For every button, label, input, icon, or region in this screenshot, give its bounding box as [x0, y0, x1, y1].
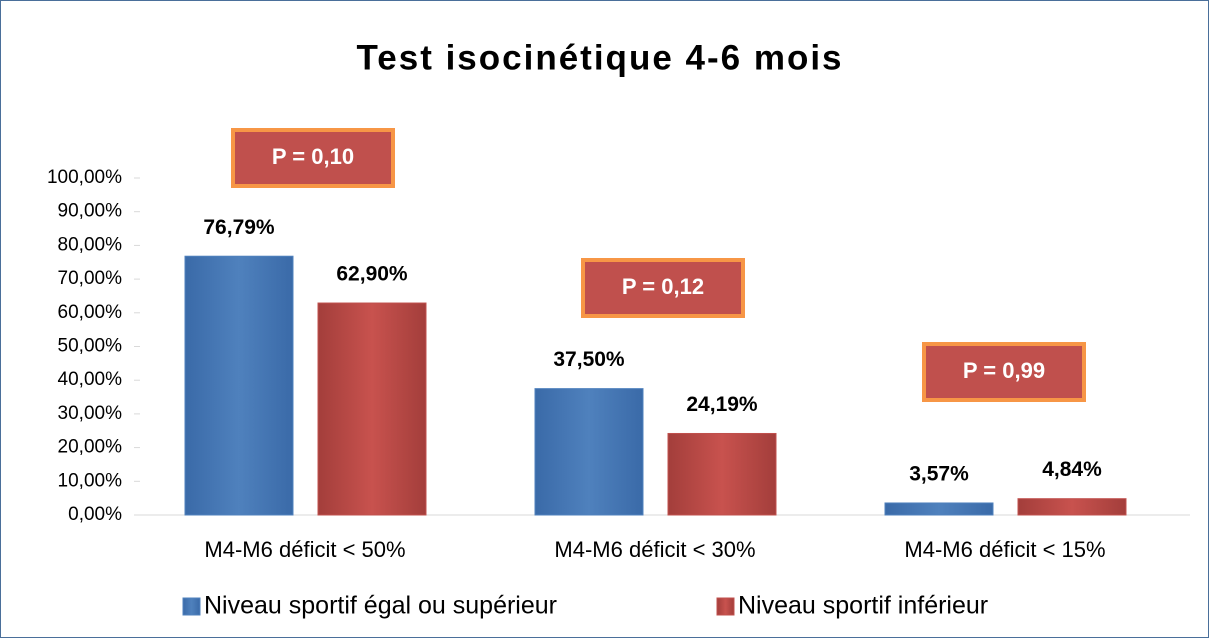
annotation-box: [922, 342, 1086, 402]
y-tick-label: 10,00%: [58, 470, 123, 491]
y-tick-label: 100,00%: [47, 167, 122, 188]
legend-swatch: [716, 597, 735, 616]
x-tick-label: M4-M6 déficit < 50%: [204, 537, 405, 562]
y-tick-label: 90,00%: [58, 201, 123, 222]
bar: [317, 302, 427, 516]
chart-title: Test isocinétique 4-6 mois: [356, 38, 843, 77]
annotation: P = 0,99: [963, 358, 1045, 383]
legend-label: Niveau sportif égal ou supérieur: [204, 592, 557, 620]
y-tick-label: 70,00%: [58, 268, 123, 289]
y-tick-label: 60,00%: [58, 302, 123, 323]
value-label: 37,50%: [553, 348, 625, 371]
legend-label: Niveau sportif inférieur: [738, 592, 988, 620]
y-tick-label: 80,00%: [58, 234, 123, 255]
value-label: 62,90%: [336, 263, 408, 286]
y-tick-label: 0,00%: [68, 504, 122, 525]
value-label: 3,57%: [909, 463, 969, 486]
x-tick-label: M4-M6 déficit < 15%: [904, 537, 1105, 562]
value-label: 76,79%: [203, 216, 275, 239]
y-tick-label: 40,00%: [58, 369, 123, 390]
annotation-box: [581, 258, 745, 318]
bar: [1017, 498, 1127, 516]
bar: [534, 388, 644, 516]
y-tick-label: 50,00%: [58, 336, 123, 357]
x-tick-label: M4-M6 déficit < 30%: [554, 537, 755, 562]
bar: [884, 502, 994, 516]
annotation: P = 0,10: [272, 144, 354, 169]
bar: [667, 432, 777, 516]
annotation: P = 0,12: [622, 274, 704, 299]
annotation-box: [231, 128, 395, 188]
bar: [184, 255, 294, 516]
y-tick-label: 20,00%: [58, 437, 123, 458]
value-label: 24,19%: [686, 393, 758, 416]
value-label: 4,84%: [1042, 458, 1102, 481]
legend-swatch: [182, 597, 201, 616]
y-tick-label: 30,00%: [58, 403, 123, 424]
